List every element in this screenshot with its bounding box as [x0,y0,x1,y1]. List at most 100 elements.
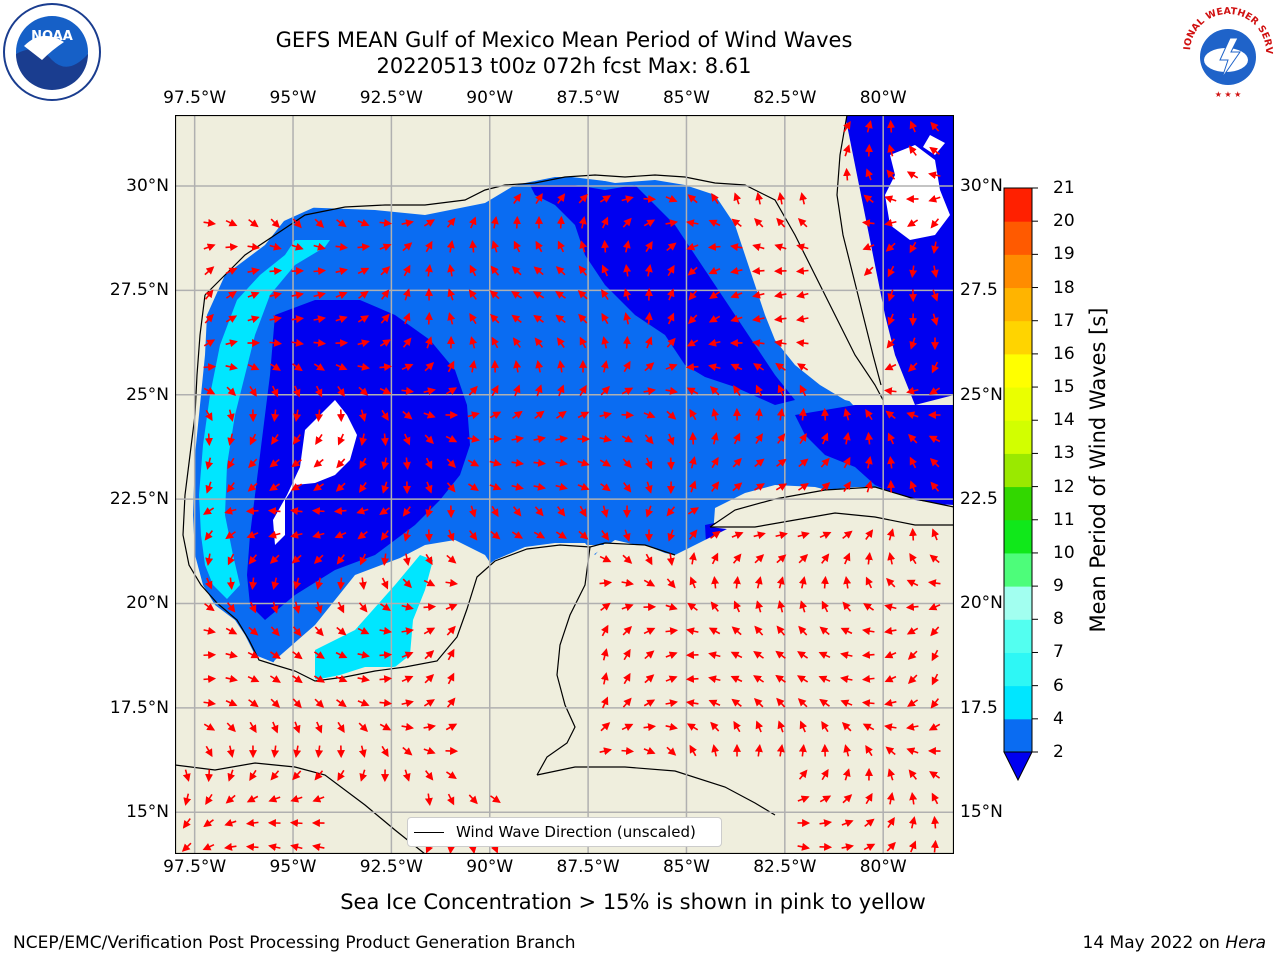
wind-arrow [686,339,699,347]
wind-arrow [357,267,370,275]
wind-arrow [469,336,478,349]
wind-arrow [685,699,699,708]
wind-arrow [862,242,875,251]
wind-arrow [402,242,413,252]
wind-arrow [555,531,567,539]
wind-arrow [689,744,697,757]
wind-arrow [225,531,236,540]
wind-arrow [337,721,345,734]
wind-arrow [269,267,283,276]
wind-arrow [292,651,303,660]
wind-arrow [467,434,480,443]
lat-tick-right: 15°N [960,802,1003,823]
wind-arrow [600,696,609,709]
wind-arrow [645,240,653,253]
wind-arrow [731,531,744,540]
wind-arrow [315,433,323,445]
western-coast-cyan [199,240,330,599]
wind-arrow [821,553,830,564]
wind-arrow [906,747,919,756]
wind-arrow [578,193,588,204]
wind-arrow [446,529,455,542]
colorbar-segment [1004,652,1032,687]
wind-arrow [688,290,698,301]
wind-arrow [907,650,918,660]
wind-arrow [535,360,544,373]
wind-arrow [357,339,370,348]
wind-arrow [379,507,390,516]
colorbar-tick-label: 19 [1053,244,1075,265]
wind-arrow [862,723,875,731]
wind-arrow [623,312,632,325]
wind-arrow [930,265,939,278]
wind-arrow [930,121,940,132]
wind-arrow [775,674,786,683]
wind-arrow [314,601,323,614]
wind-arrow [270,218,281,229]
lat-tick-left: 20°N [126,593,169,614]
wind-arrow [291,554,302,564]
lon-tick-top: 85°W [662,88,710,108]
wind-arrow [290,530,303,539]
wind-arrow [203,243,216,252]
colorbar-tick-label: 21 [1053,178,1075,198]
wind-arrow [798,407,807,421]
wind-arrow [227,553,235,566]
wind-arrow [513,240,521,253]
wind-arrow [732,482,743,492]
wind-arrow [883,723,897,732]
wind-arrow [291,242,304,251]
wind-arrow [644,311,653,325]
wind-arrow [489,482,502,491]
wind-arrow [687,266,698,276]
wind-arrow [312,794,325,803]
wind-arrow [291,338,305,347]
wind-arrow [291,315,305,324]
straits-dark-pool [795,405,954,505]
wind-arrow [313,242,326,251]
wind-arrow [292,218,302,229]
wind-arrow [751,339,765,348]
wind-arrow [796,675,809,683]
wind-arrow [425,505,434,518]
wind-arrow [884,603,897,612]
western-dark-pool [247,300,470,620]
wind-arrow [774,290,787,299]
wind-arrow [754,458,765,468]
wind-arrow [424,434,434,445]
wind-arrow [555,435,569,444]
wind-arrow [906,627,919,635]
wind-arrow [799,600,808,613]
wind-arrow [249,433,257,446]
wind-arrow [513,193,522,204]
wind-arrow [270,698,281,708]
wind-arrow [622,240,631,253]
wind-arrow [861,627,875,636]
wind-arrow [797,531,810,540]
wind-arrow [270,651,281,659]
wind-arrow [424,362,435,372]
wind-arrow [423,699,435,707]
wind-arrow [818,675,831,684]
lat-tick-right: 30°N [960,175,1003,196]
lon-tick-top: 95°W [269,88,317,108]
wind-arrow [358,386,369,396]
wind-arrow [864,143,873,157]
cuba-land [710,487,954,530]
wind-arrow [665,386,678,395]
wind-arrow [687,602,698,611]
wind-arrow [268,530,281,539]
wind-arrow [402,457,411,471]
wind-arrow [423,627,436,635]
wind-arrow [313,338,327,347]
wind-arrow [313,363,325,371]
wind-arrow [798,625,808,636]
wind-arrow [733,600,742,613]
footer-host: Hera [1225,933,1266,953]
wind-arrow [489,290,500,300]
wind-arrow [842,794,853,804]
wind-arrow [268,843,281,852]
wind-arrow [711,552,719,565]
wind-arrow [884,698,897,707]
wind-arrow [359,553,368,566]
